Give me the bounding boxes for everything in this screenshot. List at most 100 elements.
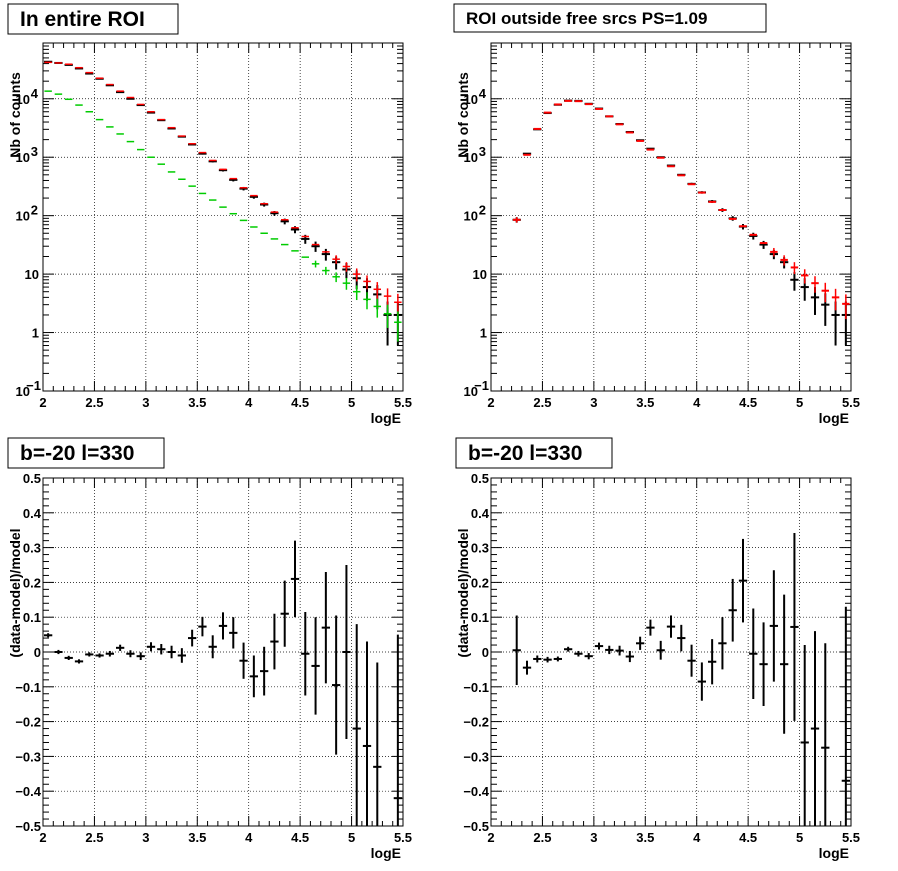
series-1 [512,99,850,346]
x-tick-label: 4 [245,395,253,410]
x-tick-label: 2.5 [85,395,103,410]
data-point [393,634,402,826]
y-tick-label: 1 [32,326,39,341]
data-point [321,571,330,684]
data-point [512,615,521,686]
plot-frame [490,42,852,392]
y-tick-label: 0.1 [471,610,489,625]
y-tick-label: −0.2 [15,715,41,730]
y-tick-label: 10 [25,267,39,282]
y-tick-label: 10 [16,384,30,399]
chart-title: In entire ROI [20,8,145,31]
data-point [116,644,125,651]
x-tick-label: 2 [39,395,46,410]
data-point [218,612,228,640]
data-point [342,277,351,290]
y-tick-label: 10 [16,92,30,107]
y-tick-exponent: 3 [31,144,38,159]
chart-title-box: In entire ROI [7,3,179,35]
y-axis-label: (data-model)/model [455,528,471,657]
data-point [167,645,176,659]
chart-title-box: ROI outside free srcs PS=1.09 [453,3,767,33]
data-point [290,540,300,618]
y-tick-label: 0.2 [471,575,489,590]
data-point [373,298,382,318]
x-tick-label: 4 [693,830,701,845]
data-point [373,282,382,300]
y-tick-label: −0.5 [463,819,489,834]
data-point [728,578,737,642]
data-point [625,650,634,663]
data-point [769,570,778,682]
data-point [394,311,402,342]
y-tick-label: 0 [34,645,41,660]
data-point [362,641,372,826]
x-tick-label: 5.5 [394,830,412,845]
y-axis: −0.5 −0.4 −0.3 −0.2 −0.1 0 0.1 0.2 0.3 0.4 0.5 (dat… [7,471,403,834]
x-tick-label: 5 [796,395,803,410]
x-axis-label: logE [371,410,401,426]
data-point [188,629,197,647]
y-axis-label: Nb of counts [7,72,23,158]
data-point [301,611,310,696]
data-point [821,643,830,826]
data-point [383,304,392,328]
data-point [126,97,135,100]
y-tick-exponent: 2 [31,203,38,218]
data-point [311,241,320,252]
data-point [239,642,248,679]
x-tick-label: 3 [142,830,149,845]
series-1 [512,532,850,826]
y-tick-label: 10 [464,92,478,107]
data-point [564,646,573,652]
data-point [383,288,392,308]
data-point [512,217,521,223]
data-point [543,656,552,663]
y-tick-label: 10 [464,209,478,224]
y-tick-label: 1 [480,326,487,341]
title-frame [455,437,613,469]
title-frame [7,437,165,469]
x-tick-label: 5 [348,395,355,410]
y-tick-label: 0.2 [23,575,41,590]
y-tick-exponent: −1 [26,378,41,393]
x-axis-label: logE [819,845,849,861]
data-point [363,292,371,310]
y-tick-label: 0 [482,645,489,660]
data-point [136,652,145,661]
y-tick-label: −0.5 [15,819,41,834]
data-point [352,624,361,826]
data-point [780,594,789,734]
y-tick-exponent: 2 [479,203,486,218]
data-point [841,606,850,826]
data-point [146,642,156,652]
x-tick-label: 3 [590,395,597,410]
data-point [749,232,758,240]
chart-title: b=-20 l=330 [468,442,582,465]
x-tick-label: 2 [487,395,494,410]
data-point [646,619,655,636]
y-tick-label: 0.4 [471,506,490,521]
chart-title-box: b=-20 l=330 [455,437,613,469]
x-axis-label: logE [819,410,849,426]
data-point [842,294,850,320]
data-point [749,608,758,699]
data-point [352,268,361,282]
data-point [810,631,820,826]
data-point [229,617,238,649]
x-tick-label: 2.5 [533,830,551,845]
y-tick-label: −0.1 [463,680,489,695]
y-tick-exponent: 4 [479,86,487,101]
data-point [800,645,809,826]
data-point [687,644,696,677]
data-point [311,617,320,715]
data-point [800,269,809,284]
data-point [363,275,371,290]
data-point [208,635,217,659]
series-1 [44,540,402,826]
